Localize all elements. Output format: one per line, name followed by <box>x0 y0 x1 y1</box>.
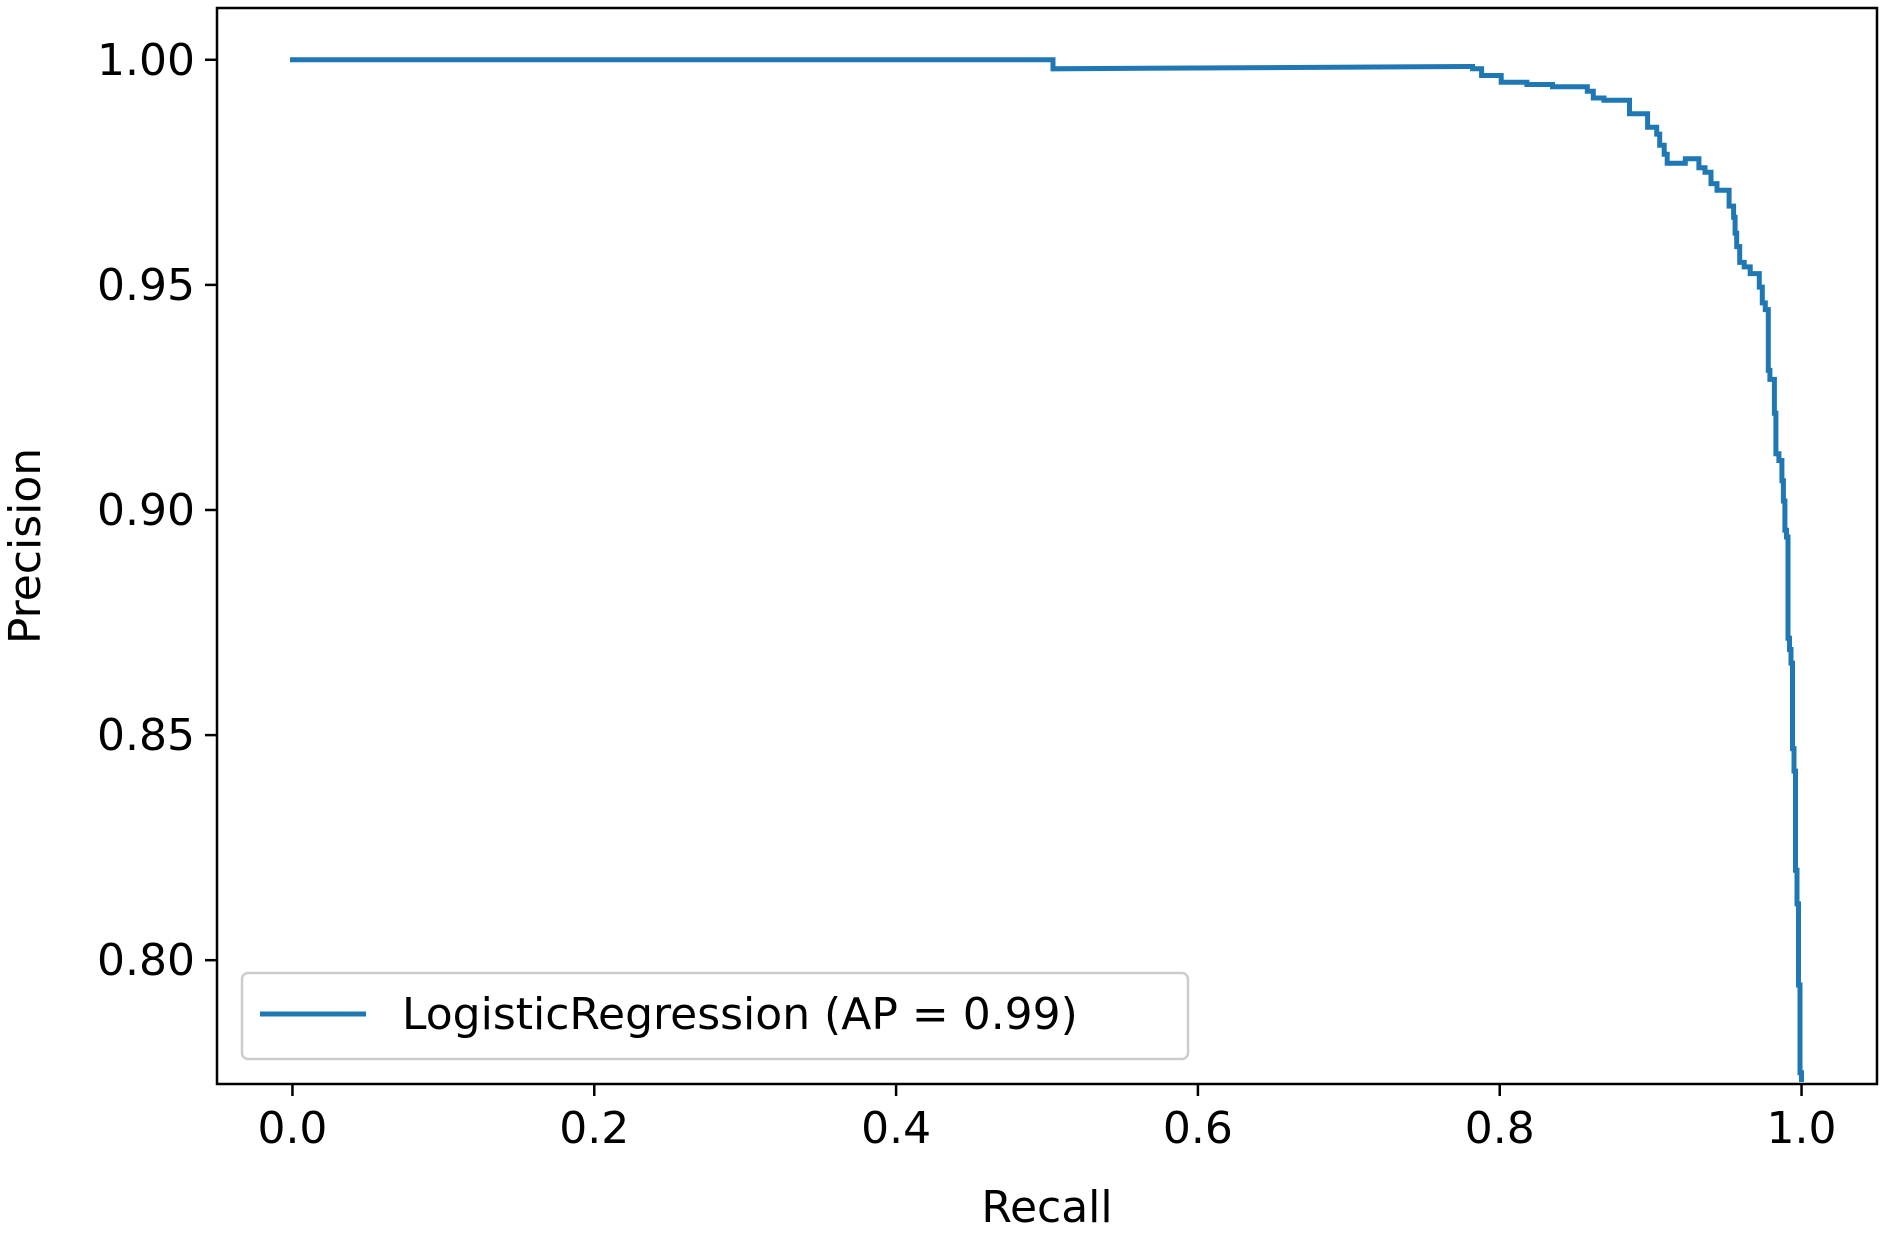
legend-box <box>240 971 1190 1061</box>
y-tick-label: 1.00 <box>97 35 195 86</box>
x-tick-label: 0.6 <box>1163 1103 1233 1154</box>
series-line-0 <box>290 57 1804 1082</box>
y-tick-label: 0.95 <box>97 260 195 311</box>
legend: LogisticRegression (AP = 0.99) <box>240 971 1190 1061</box>
axes-frame <box>215 6 1879 1086</box>
y-tick-label: 0.85 <box>97 710 195 761</box>
x-tick-label: 1.0 <box>1767 1103 1837 1154</box>
y-tick-label: 0.80 <box>97 935 195 986</box>
y-tick-label: 0.90 <box>97 485 195 536</box>
x-tick-label: 0.4 <box>861 1103 931 1154</box>
x-tick-label: 0.2 <box>559 1103 629 1154</box>
x-axis-label: Recall <box>981 1182 1112 1230</box>
x-tick-label: 0.8 <box>1465 1103 1535 1154</box>
legend-label: LogisticRegression (AP = 0.99) <box>402 989 1078 1040</box>
y-axis-label: Precision <box>0 448 51 644</box>
x-tick-label: 0.0 <box>257 1103 327 1154</box>
